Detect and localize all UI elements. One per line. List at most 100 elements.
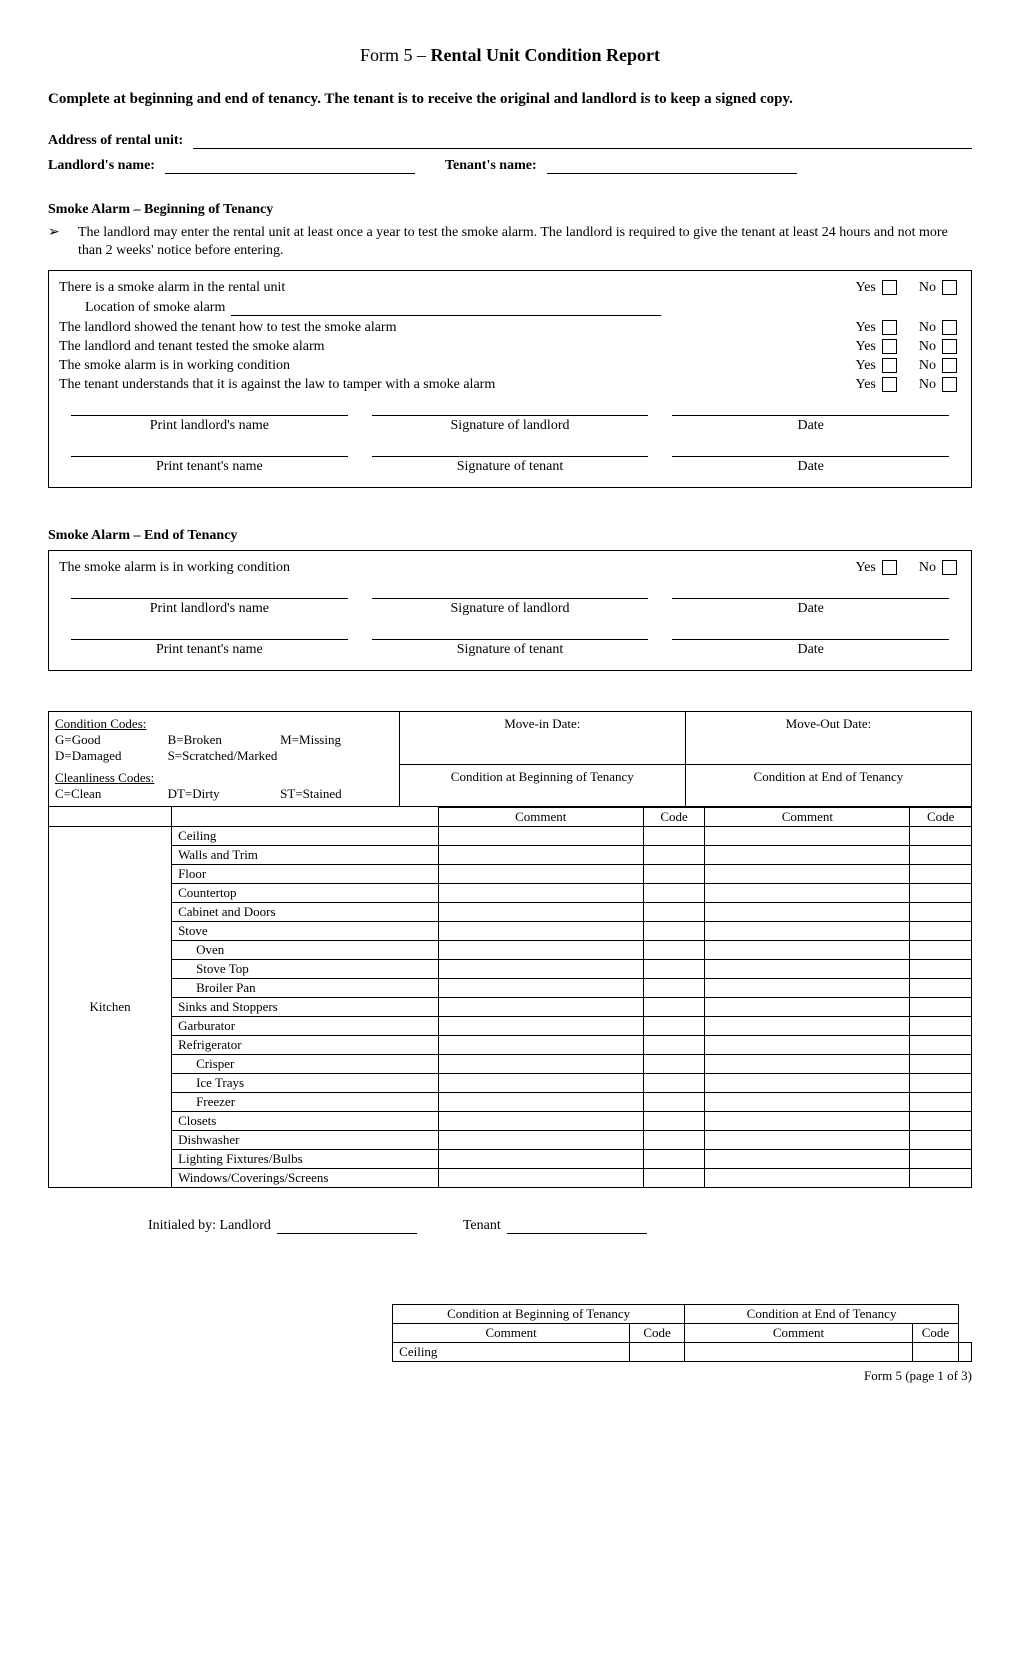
comment-cell[interactable]: [438, 1130, 643, 1149]
comment-cell[interactable]: [438, 1016, 643, 1035]
move-out-cell[interactable]: Move-Out Date:: [685, 711, 971, 764]
se-sig-tenant-line[interactable]: [372, 639, 649, 640]
code-cell[interactable]: [643, 845, 705, 864]
se-q1-yes-checkbox[interactable]: [882, 560, 897, 575]
sb-q1-no-checkbox[interactable]: [942, 280, 957, 295]
code-cell[interactable]: [643, 921, 705, 940]
code-cell[interactable]: [910, 1035, 972, 1054]
comment-cell[interactable]: [705, 1073, 910, 1092]
code-cell[interactable]: [643, 1130, 705, 1149]
code-cell[interactable]: [910, 1130, 972, 1149]
sb-date-tenant-line[interactable]: [672, 456, 949, 457]
sb-q5-no-checkbox[interactable]: [942, 377, 957, 392]
code-cell[interactable]: [643, 864, 705, 883]
comment-cell[interactable]: [705, 997, 910, 1016]
comment-cell[interactable]: [705, 1111, 910, 1130]
code-cell[interactable]: [910, 1149, 972, 1168]
comment-cell[interactable]: [438, 997, 643, 1016]
comment-cell[interactable]: [705, 1130, 910, 1149]
code-cell[interactable]: [910, 997, 972, 1016]
sb-sig-landlord-line[interactable]: [372, 415, 649, 416]
comment-cell[interactable]: [438, 1073, 643, 1092]
code-cell[interactable]: [910, 864, 972, 883]
comment-cell[interactable]: [705, 826, 910, 845]
se-q1-no-checkbox[interactable]: [942, 560, 957, 575]
code-cell[interactable]: [910, 826, 972, 845]
code-cell[interactable]: [910, 1111, 972, 1130]
comment-cell[interactable]: [705, 864, 910, 883]
t2-code-begin[interactable]: [685, 1342, 913, 1361]
t2-code-end[interactable]: [959, 1342, 972, 1361]
se-date-tenant-line[interactable]: [672, 639, 949, 640]
code-cell[interactable]: [910, 1168, 972, 1187]
sb-q4-yes-checkbox[interactable]: [882, 358, 897, 373]
code-cell[interactable]: [910, 959, 972, 978]
se-date-landlord-line[interactable]: [672, 598, 949, 599]
initialed-tenant-line[interactable]: [507, 1233, 647, 1234]
comment-cell[interactable]: [438, 1111, 643, 1130]
code-cell[interactable]: [910, 1054, 972, 1073]
code-cell[interactable]: [643, 826, 705, 845]
sb-q5-yes-checkbox[interactable]: [882, 377, 897, 392]
landlord-name-line[interactable]: [165, 157, 415, 174]
code-cell[interactable]: [910, 1073, 972, 1092]
comment-cell[interactable]: [438, 864, 643, 883]
code-cell[interactable]: [643, 1016, 705, 1035]
comment-cell[interactable]: [438, 1168, 643, 1187]
sb-q2-yes-checkbox[interactable]: [882, 320, 897, 335]
comment-cell[interactable]: [705, 978, 910, 997]
code-cell[interactable]: [643, 902, 705, 921]
se-sig-landlord-line[interactable]: [372, 598, 649, 599]
comment-cell[interactable]: [705, 845, 910, 864]
code-cell[interactable]: [643, 1092, 705, 1111]
code-cell[interactable]: [643, 883, 705, 902]
code-cell[interactable]: [910, 1092, 972, 1111]
code-cell[interactable]: [910, 845, 972, 864]
code-cell[interactable]: [643, 1168, 705, 1187]
sb-q1-yes-checkbox[interactable]: [882, 280, 897, 295]
se-print-tenant-line[interactable]: [71, 639, 348, 640]
code-cell[interactable]: [643, 1149, 705, 1168]
comment-cell[interactable]: [705, 1092, 910, 1111]
comment-cell[interactable]: [438, 978, 643, 997]
sb-q3-yes-checkbox[interactable]: [882, 339, 897, 354]
tenant-name-line[interactable]: [547, 157, 797, 174]
code-cell[interactable]: [643, 997, 705, 1016]
code-cell[interactable]: [910, 921, 972, 940]
t2-comment-end[interactable]: [912, 1342, 958, 1361]
sb-print-tenant-line[interactable]: [71, 456, 348, 457]
comment-cell[interactable]: [438, 826, 643, 845]
comment-cell[interactable]: [438, 959, 643, 978]
comment-cell[interactable]: [705, 883, 910, 902]
sb-q3-no-checkbox[interactable]: [942, 339, 957, 354]
code-cell[interactable]: [643, 978, 705, 997]
comment-cell[interactable]: [438, 883, 643, 902]
comment-cell[interactable]: [705, 959, 910, 978]
code-cell[interactable]: [910, 1016, 972, 1035]
comment-cell[interactable]: [438, 940, 643, 959]
comment-cell[interactable]: [438, 845, 643, 864]
t2-comment-begin[interactable]: [630, 1342, 685, 1361]
comment-cell[interactable]: [705, 902, 910, 921]
code-cell[interactable]: [643, 1073, 705, 1092]
sb-q4-no-checkbox[interactable]: [942, 358, 957, 373]
comment-cell[interactable]: [705, 1168, 910, 1187]
comment-cell[interactable]: [438, 902, 643, 921]
code-cell[interactable]: [643, 1035, 705, 1054]
comment-cell[interactable]: [705, 1035, 910, 1054]
code-cell[interactable]: [910, 902, 972, 921]
comment-cell[interactable]: [705, 940, 910, 959]
sb-sig-tenant-line[interactable]: [372, 456, 649, 457]
comment-cell[interactable]: [705, 1054, 910, 1073]
code-cell[interactable]: [643, 1111, 705, 1130]
comment-cell[interactable]: [438, 1035, 643, 1054]
code-cell[interactable]: [643, 940, 705, 959]
se-print-landlord-line[interactable]: [71, 598, 348, 599]
code-cell[interactable]: [910, 978, 972, 997]
code-cell[interactable]: [910, 940, 972, 959]
sb-print-landlord-line[interactable]: [71, 415, 348, 416]
sb-date-landlord-line[interactable]: [672, 415, 949, 416]
sb-q1-loc-line[interactable]: [231, 299, 661, 316]
address-input-line[interactable]: [193, 132, 972, 149]
code-cell[interactable]: [643, 1054, 705, 1073]
